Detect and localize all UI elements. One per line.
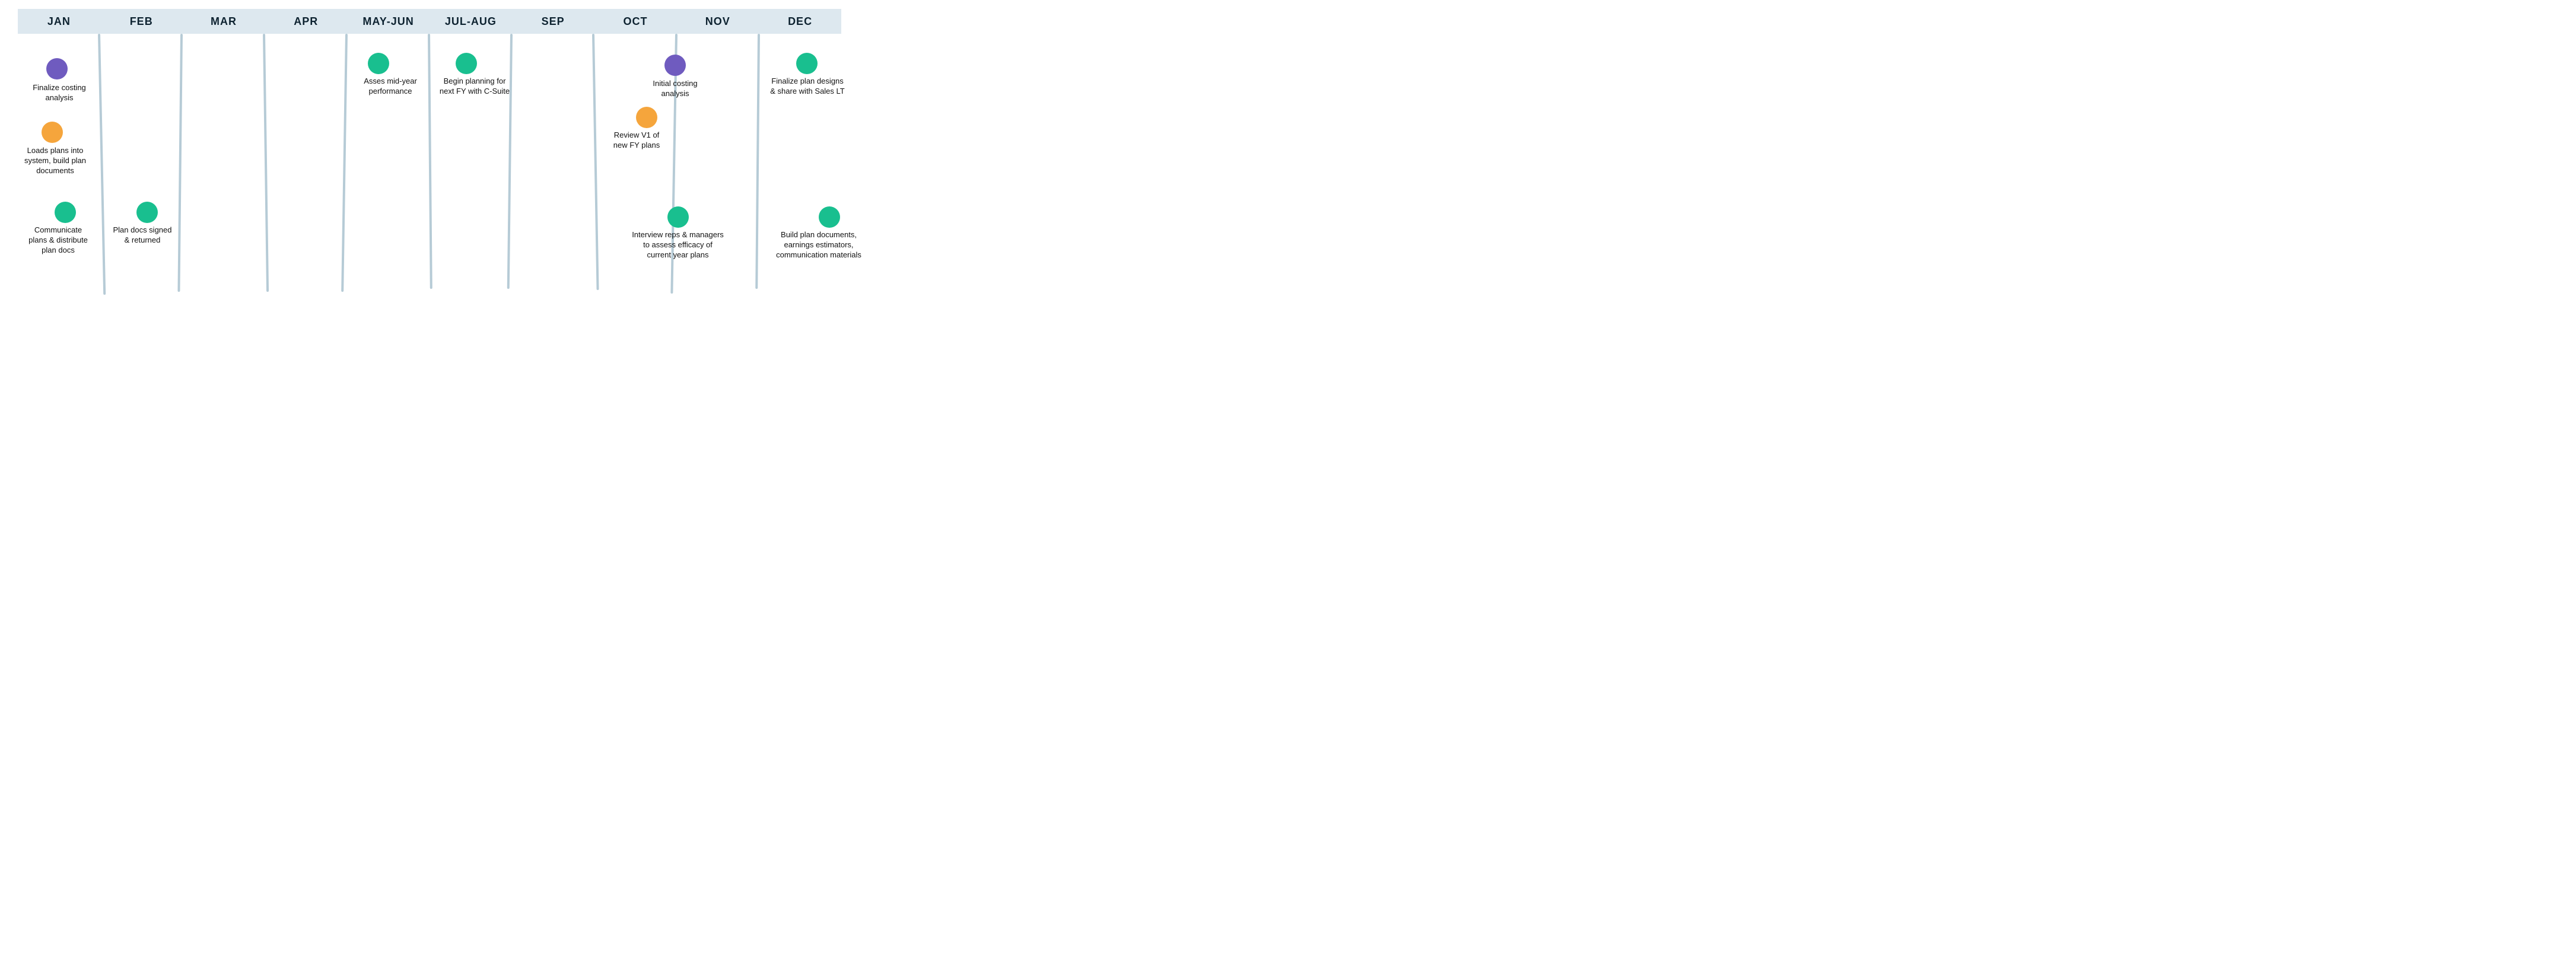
month-header: JUL-AUG (430, 9, 512, 34)
dec-finalize-designs-dot (796, 53, 818, 74)
oct-initial-costing-dot (664, 55, 686, 76)
jan-finalize-costing-dot (46, 58, 68, 79)
month-header: SEP (512, 9, 594, 34)
month-header: FEB (100, 9, 183, 34)
timeline-divider (755, 34, 760, 289)
dec-build-docs-dot (819, 206, 840, 228)
oct-review-v1-label: Review V1 of new FY plans (604, 130, 669, 151)
jan-finalize-costing-label: Finalize costing analysis (24, 83, 95, 103)
timeline-divider (98, 34, 106, 295)
feb-plan-docs-signed-dot (136, 202, 158, 223)
timeline-divider (263, 34, 269, 292)
timeline-diagram: JANFEBMARAPRMAY-JUNJUL-AUGSEPOCTNOVDEC F… (0, 0, 859, 323)
jan-loads-plans-label: Loads plans into system, build plan docu… (20, 146, 91, 176)
month-header-bar: JANFEBMARAPRMAY-JUNJUL-AUGSEPOCTNOVDEC (18, 9, 841, 34)
jan-communicate-label: Communicate plans & distribute plan docs (20, 225, 97, 256)
timeline-divider (177, 34, 183, 292)
jan-communicate-dot (55, 202, 76, 223)
oct-interview-label: Interview reps & managers to assess effi… (617, 230, 739, 260)
month-header: APR (265, 9, 347, 34)
feb-plan-docs-signed-label: Plan docs signed & returned (104, 225, 181, 246)
month-header: MAY-JUN (347, 9, 430, 34)
month-header: MAR (183, 9, 265, 34)
month-header: JAN (18, 9, 100, 34)
oct-interview-dot (667, 206, 689, 228)
month-header: NOV (676, 9, 759, 34)
julaug-begin-planning-label: Begin planning for next FY with C-Suite (430, 77, 519, 97)
timeline-divider (507, 34, 513, 289)
mayjun-midyear-label: Asses mid-year performance (352, 77, 429, 97)
timeline-divider (592, 34, 599, 290)
month-header: DEC (759, 9, 841, 34)
mayjun-midyear-dot (368, 53, 389, 74)
timeline-divider (428, 34, 432, 289)
julaug-begin-planning-dot (456, 53, 477, 74)
dec-finalize-designs-label: Finalize plan designs & share with Sales… (760, 77, 855, 97)
oct-review-v1-dot (636, 107, 657, 128)
dec-build-docs-label: Build plan documents, earnings estimator… (762, 230, 875, 260)
oct-initial-costing-label: Initial costing analysis (640, 79, 711, 99)
month-header: OCT (594, 9, 677, 34)
jan-loads-plans-dot (42, 122, 63, 143)
timeline-divider (341, 34, 348, 292)
